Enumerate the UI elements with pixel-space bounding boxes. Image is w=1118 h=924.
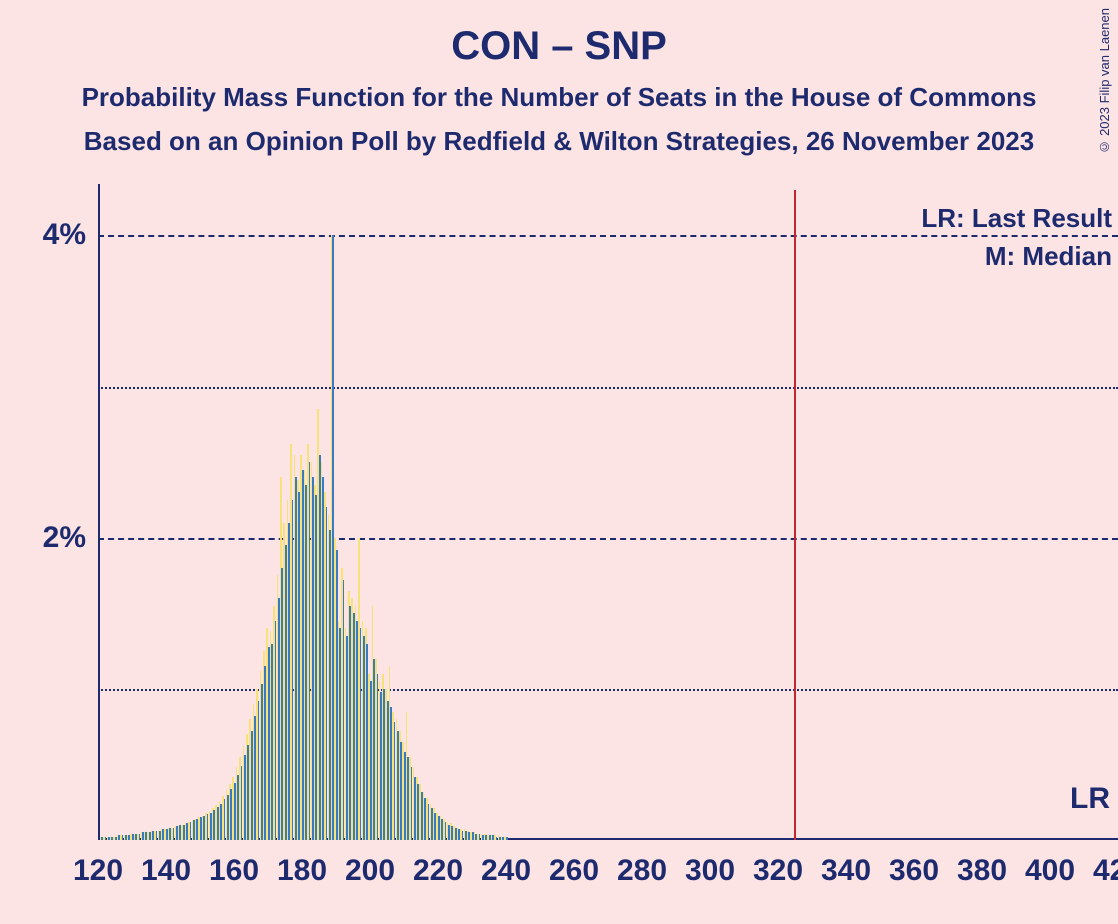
x-tick-label: 140 xyxy=(141,854,191,888)
x-tick-label: 420 xyxy=(1093,854,1118,888)
x-tick-label: 380 xyxy=(957,854,1007,888)
x-tick-label: 200 xyxy=(345,854,395,888)
x-tick-label: 180 xyxy=(277,854,327,888)
legend-median: M: Median xyxy=(985,241,1112,272)
chart-container: © 2023 Filip van Laenen CON – SNP Probab… xyxy=(0,0,1118,924)
x-tick-label: 280 xyxy=(617,854,667,888)
bars-container xyxy=(98,190,1118,840)
chart-subtitle-1: Probability Mass Function for the Number… xyxy=(0,82,1118,113)
chart-title: CON – SNP xyxy=(0,24,1118,69)
x-tick-label: 300 xyxy=(685,854,735,888)
x-tick-label: 260 xyxy=(549,854,599,888)
bar-blue xyxy=(506,837,508,840)
x-tick-label: 400 xyxy=(1025,854,1075,888)
legend-last-result: LR: Last Result xyxy=(921,203,1112,234)
last-result-label: LR xyxy=(1070,782,1110,816)
y-tick-label: 2% xyxy=(43,521,86,555)
x-tick-label: 160 xyxy=(209,854,259,888)
x-tick-label: 360 xyxy=(889,854,939,888)
plot-area: 2%4% 12014016018020022024026028030032034… xyxy=(98,190,1118,840)
x-tick-label: 220 xyxy=(413,854,463,888)
x-tick-label: 240 xyxy=(481,854,531,888)
y-tick-label: 4% xyxy=(43,218,86,252)
chart-subtitle-2: Based on an Opinion Poll by Redfield & W… xyxy=(0,126,1118,157)
x-tick-label: 320 xyxy=(753,854,803,888)
x-tick-label: 120 xyxy=(73,854,123,888)
x-tick-label: 340 xyxy=(821,854,871,888)
